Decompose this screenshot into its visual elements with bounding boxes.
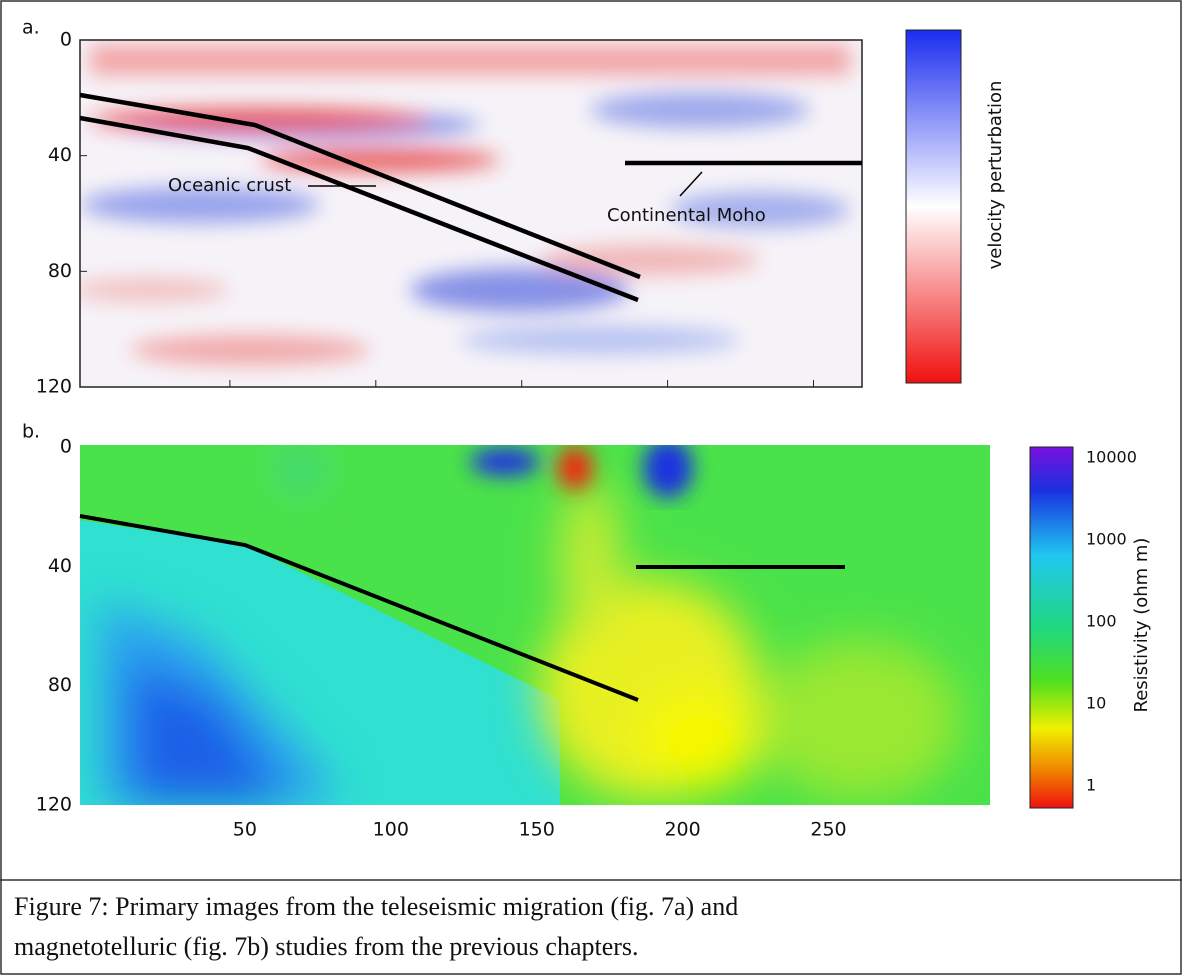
plot-frame: [79, 39, 863, 388]
annotation: Continental Moho: [607, 205, 766, 226]
colorbar: [905, 29, 962, 384]
colorbar-label: Resistivity (ohm m): [1131, 538, 1152, 713]
panel-label: a.: [22, 17, 40, 39]
caption-line: Figure 7: Primary images from the telese…: [14, 892, 738, 921]
x-tick-label: 200: [664, 819, 700, 841]
colorbar-tick-label: 10: [1086, 694, 1106, 713]
interpretation-lines: [79, 514, 845, 702]
x-tick-label: 50: [233, 819, 257, 841]
colorbar-tick-label: 1: [1086, 776, 1096, 795]
x-tick-label: 150: [519, 819, 555, 841]
x-tick-label: 250: [810, 819, 846, 841]
y-tick-label: 80: [48, 674, 72, 696]
y-tick-label: 40: [48, 144, 72, 166]
y-tick-label: 0: [60, 29, 72, 51]
colorbar: [1029, 446, 1074, 809]
panel-label: b.: [22, 421, 40, 443]
seismic-image: [80, 40, 862, 387]
y-tick-label: 0: [60, 436, 72, 458]
colorbar-label: velocity perturbation: [985, 81, 1006, 270]
resistivity-image: [80, 445, 990, 805]
annotation: Oceanic crust: [168, 175, 291, 196]
caption-line: magnetotelluric (fig. 7b) studies from t…: [14, 932, 639, 961]
colorbar-tick-label: 10000: [1086, 448, 1137, 467]
y-tick-label: 120: [36, 794, 72, 816]
x-tick-label: 100: [373, 819, 409, 841]
colorbar-tick-label: 1000: [1086, 530, 1127, 549]
y-tick-label: 80: [48, 260, 72, 282]
y-tick-label: 120: [36, 376, 72, 398]
colorbar-tick-label: 100: [1086, 612, 1117, 631]
y-tick-label: 40: [48, 555, 72, 577]
interpretation-lines: [79, 92, 862, 303]
